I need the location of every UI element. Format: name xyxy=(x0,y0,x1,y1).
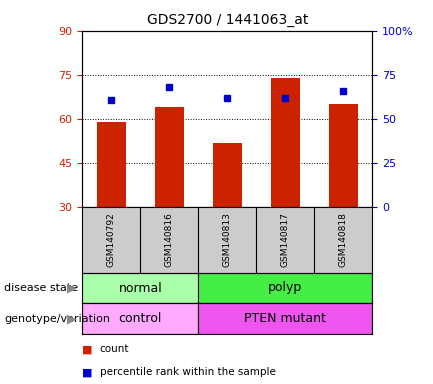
Bar xyxy=(271,78,300,207)
Bar xyxy=(97,122,126,207)
Bar xyxy=(329,104,358,207)
Text: GSM140817: GSM140817 xyxy=(281,213,290,267)
Text: GSM140816: GSM140816 xyxy=(165,213,174,267)
Text: percentile rank within the sample: percentile rank within the sample xyxy=(100,367,275,377)
Text: ▶: ▶ xyxy=(67,312,76,325)
Text: normal: normal xyxy=(118,281,162,295)
Text: control: control xyxy=(119,312,162,325)
Text: GSM140813: GSM140813 xyxy=(223,213,232,267)
Text: polyp: polyp xyxy=(268,281,303,295)
Text: ▶: ▶ xyxy=(67,281,76,295)
Text: count: count xyxy=(100,344,129,354)
Text: ■: ■ xyxy=(82,367,93,377)
Bar xyxy=(198,273,372,303)
Bar xyxy=(82,273,198,303)
Text: GSM140818: GSM140818 xyxy=(339,213,348,267)
Text: genotype/variation: genotype/variation xyxy=(4,314,110,324)
Bar xyxy=(82,303,198,334)
Text: disease state: disease state xyxy=(4,283,78,293)
Bar xyxy=(155,107,184,207)
Text: GSM140792: GSM140792 xyxy=(107,213,116,267)
Title: GDS2700 / 1441063_at: GDS2700 / 1441063_at xyxy=(147,13,308,27)
Bar xyxy=(198,303,372,334)
Bar xyxy=(213,142,242,207)
Text: PTEN mutant: PTEN mutant xyxy=(244,312,326,325)
Text: ■: ■ xyxy=(82,344,93,354)
